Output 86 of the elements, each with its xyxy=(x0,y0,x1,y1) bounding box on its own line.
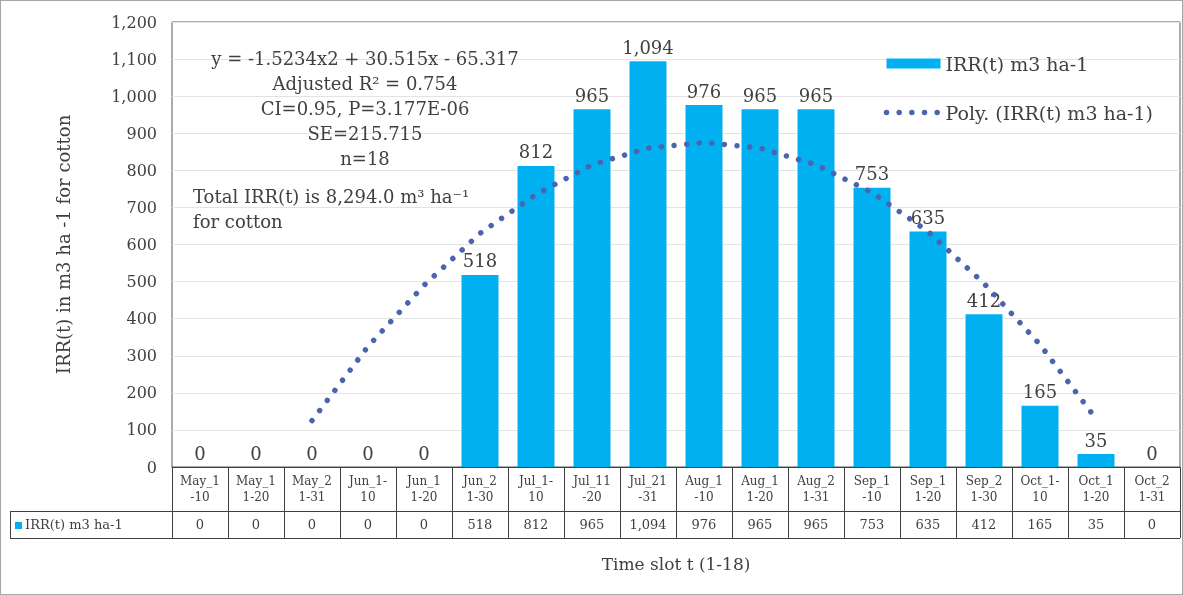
x-tick-label: Aug_21-31 xyxy=(796,474,835,504)
data-label: 0 xyxy=(250,516,262,534)
y-tick-label: 800 xyxy=(126,160,157,180)
text: 0 xyxy=(418,442,430,464)
data-label: 518 xyxy=(466,516,494,534)
text: 0 xyxy=(250,442,262,464)
x-tick-label: Jul_11-20 xyxy=(571,474,611,504)
text: 965 xyxy=(574,84,610,106)
text: 0 xyxy=(306,442,318,464)
data-label: 0 xyxy=(1146,516,1158,534)
bar xyxy=(573,109,611,467)
data-label: 412 xyxy=(970,516,998,534)
text: 812 xyxy=(518,141,554,163)
bar xyxy=(909,231,947,467)
text: 753 xyxy=(854,163,890,185)
x-tick-label: Sep_21-30 xyxy=(965,474,1003,504)
legend-label: IRR(t) m3 ha-1 xyxy=(945,52,1089,75)
data-label: 753 xyxy=(858,516,886,534)
text: 0 xyxy=(362,442,374,464)
bar xyxy=(853,187,891,467)
text: 0 xyxy=(1146,442,1158,464)
x-tick-label: Aug_1-10 xyxy=(684,474,723,504)
bar xyxy=(629,61,667,467)
bar xyxy=(685,105,723,467)
text: 35 xyxy=(1084,429,1108,451)
text: 976 xyxy=(686,80,722,102)
bar xyxy=(517,165,555,467)
x-tick-label: Jun_1-10 xyxy=(347,474,387,504)
y-tick-label: 200 xyxy=(126,383,157,403)
annotation: y = -1.5234x2 + 30.515x - 65.317 Adjusted R² = 0.754 CI=0.95, P=3.177E-06 SE=215.715 n=18 xyxy=(210,48,519,169)
y-tick-label: 600 xyxy=(126,235,157,254)
bar xyxy=(1077,454,1115,467)
data-label: 0 xyxy=(194,516,206,534)
bar xyxy=(965,314,1003,467)
legend-label: Poly. (IRR(t) m3 ha-1) xyxy=(945,101,1154,124)
x-tick-label: Sep_11-20 xyxy=(909,474,947,504)
y-tick-label: 1,000 xyxy=(111,86,157,106)
x-axis-title: Time slot t (1-18) xyxy=(601,553,751,574)
data-label: 165 xyxy=(1026,516,1054,534)
text: 1,094 xyxy=(622,36,674,58)
y-tick-label: 900 xyxy=(126,123,157,143)
y-axis-title: IRR(t) in m3 ha -1 for cotton xyxy=(52,114,74,375)
x-tick-label: Sep_1-10 xyxy=(853,474,891,504)
y-tick-label: 300 xyxy=(126,346,157,366)
text: 165 xyxy=(1022,381,1058,403)
bar xyxy=(741,109,779,467)
x-tick-label: Oct_11-20 xyxy=(1078,474,1114,504)
y-tick-label: 100 xyxy=(126,420,157,440)
x-tick-label: Oct_1-10 xyxy=(1020,474,1060,504)
data-label: 635 xyxy=(914,516,942,534)
text: 635 xyxy=(910,207,946,229)
data-label: 1,094 xyxy=(628,516,668,534)
y-tick-label: 1,200 xyxy=(111,12,157,32)
bar xyxy=(1021,405,1059,467)
x-tick-label: Aug_11-20 xyxy=(740,474,779,504)
y-tick-label: 400 xyxy=(126,309,157,329)
data-label: 965 xyxy=(578,516,606,534)
text: 965 xyxy=(742,84,778,106)
data-label: 965 xyxy=(802,516,830,534)
text: 518 xyxy=(462,250,498,272)
data-label: 0 xyxy=(418,516,430,534)
x-tick-label: Oct_21-31 xyxy=(1134,474,1170,504)
data-label: 976 xyxy=(690,516,718,534)
annotation: Total IRR(t) is 8,294.0 m³ ha⁻¹ for cotton xyxy=(193,186,470,232)
text: 965 xyxy=(798,84,834,106)
x-tick-label: Jul_1-10 xyxy=(516,474,554,504)
data-label: 0 xyxy=(362,516,374,534)
text: 0 xyxy=(194,442,206,464)
y-tick-label: 1,100 xyxy=(111,49,157,69)
data-label: 0 xyxy=(306,516,318,534)
y-tick-label: 500 xyxy=(126,272,157,292)
x-tick-label: May_11-20 xyxy=(236,474,276,504)
data-label: 35 xyxy=(1086,516,1106,534)
x-tick-label: Jun_11-20 xyxy=(405,474,441,504)
bar xyxy=(797,109,835,467)
x-tick-label: Jun_21-30 xyxy=(461,474,497,504)
bar xyxy=(461,274,499,467)
data-label: 812 xyxy=(522,516,550,534)
y-tick-label: 700 xyxy=(126,197,157,217)
text: IRR(t) m3 ha-1 xyxy=(25,517,123,532)
data-label: 965 xyxy=(746,516,774,534)
x-tick-label: May_1-10 xyxy=(180,474,220,504)
y-tick-label: 0 xyxy=(146,457,157,477)
x-tick-label: May_21-31 xyxy=(292,474,332,504)
x-tick-label: Jul_21-31 xyxy=(627,474,667,504)
text: 412 xyxy=(966,289,1002,311)
